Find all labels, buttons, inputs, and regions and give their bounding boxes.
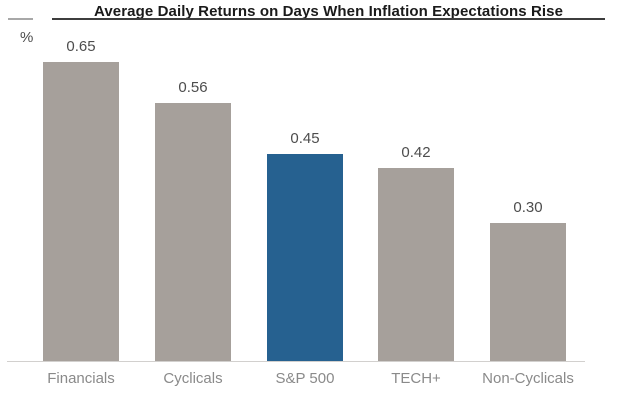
category-label: TECH+ (391, 370, 441, 387)
chart-title: Average Daily Returns on Days When Infla… (93, 3, 564, 20)
category-label: Cyclicals (163, 370, 223, 387)
bar-value-label: 0.42 (401, 144, 431, 161)
bar (378, 168, 454, 361)
bar-value-label: 0.65 (66, 38, 96, 55)
bar-highlighted (267, 154, 343, 361)
category-label: Non-Cyclicals (482, 370, 574, 387)
category-label: Financials (47, 370, 115, 387)
y-axis-tick-line (8, 18, 33, 20)
title-underline (52, 18, 605, 20)
x-axis-line (7, 361, 585, 362)
bar-value-label: 0.30 (513, 199, 543, 216)
bar-value-label: 0.45 (290, 130, 320, 147)
bar (490, 223, 566, 361)
bar-value-label: 0.56 (178, 79, 208, 96)
y-axis-unit-label: % (20, 29, 34, 46)
bar (155, 103, 231, 361)
bar (43, 62, 119, 361)
category-label: S&P 500 (275, 370, 335, 387)
